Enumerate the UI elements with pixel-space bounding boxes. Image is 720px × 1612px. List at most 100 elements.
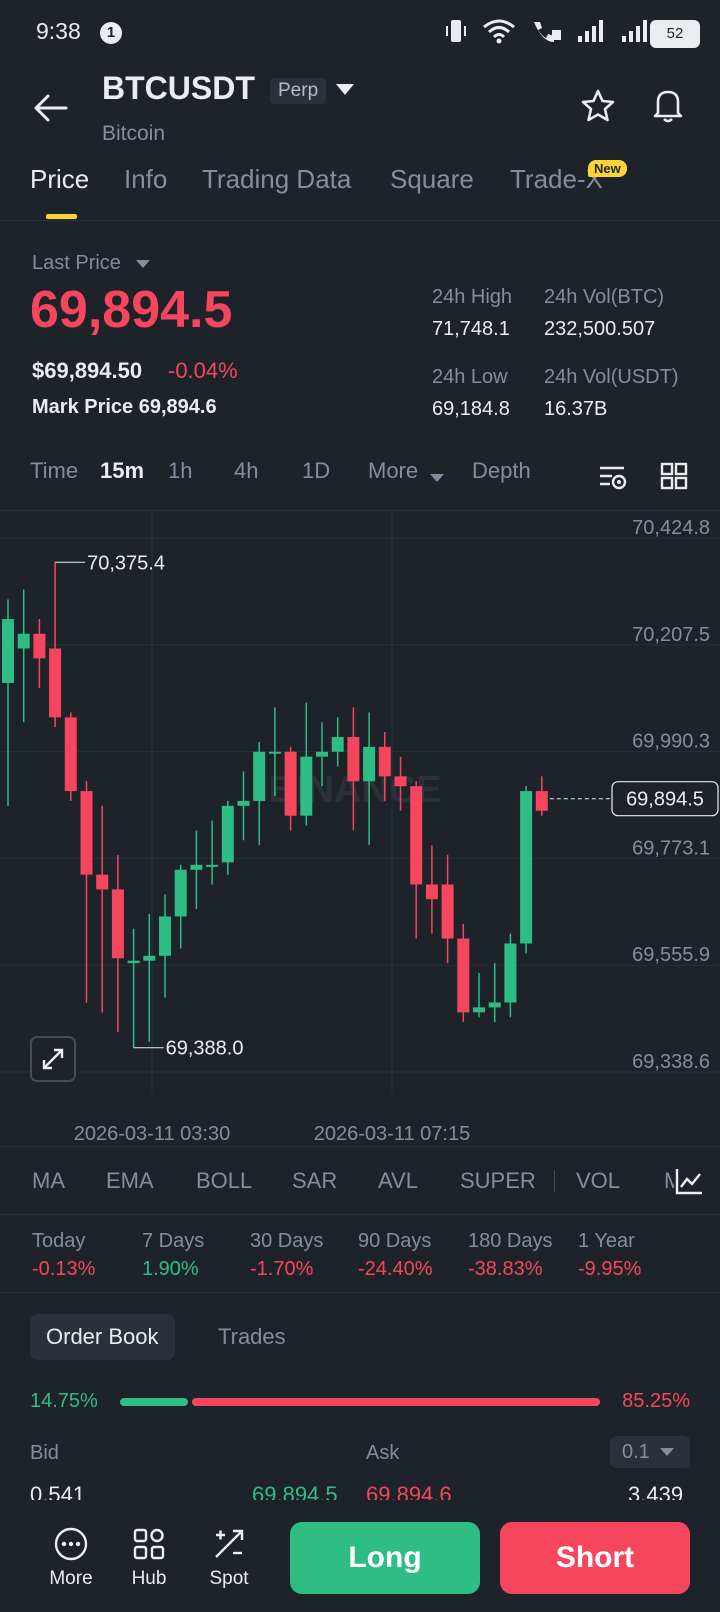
last-price-label[interactable]: Last Price bbox=[32, 252, 121, 274]
expand-icon[interactable] bbox=[30, 1036, 76, 1082]
perf-value: 1.90% bbox=[142, 1258, 199, 1280]
tab-info[interactable]: Info bbox=[124, 164, 168, 194]
bottom-action-bar: More Hub Spot Long Short bbox=[0, 1500, 720, 1612]
interval-1d[interactable]: 1D bbox=[302, 458, 331, 483]
status-bar: 9:38 1 52 bbox=[0, 0, 720, 64]
precision-dropdown-icon[interactable] bbox=[660, 1448, 674, 1456]
perf-label: Today bbox=[32, 1230, 86, 1252]
indicator-ma[interactable]: MA bbox=[32, 1168, 65, 1193]
interval-more[interactable]: More bbox=[368, 458, 419, 483]
candle-body bbox=[206, 864, 219, 867]
bid-ratio-bar bbox=[120, 1398, 188, 1406]
high-marker-label: 70,375.4 bbox=[87, 552, 165, 574]
divider bbox=[0, 1292, 720, 1293]
tab-order-book[interactable]: Order Book bbox=[30, 1314, 175, 1360]
spot-swap-icon bbox=[215, 1529, 244, 1558]
vol-usdt-label: 24h Vol(USDT) bbox=[544, 366, 679, 388]
new-badge: New bbox=[588, 160, 627, 177]
perf-label: 7 Days bbox=[142, 1230, 205, 1252]
indicator-ema[interactable]: EMA bbox=[106, 1168, 154, 1193]
indicator-boll[interactable]: BOLL bbox=[196, 1168, 253, 1193]
short-button[interactable]: Short bbox=[500, 1522, 690, 1594]
low-marker-label: 69,388.0 bbox=[166, 1038, 244, 1060]
usd-price: $69,894.50 bbox=[32, 358, 143, 383]
divider bbox=[0, 510, 720, 511]
low-value: 69,184.8 bbox=[432, 398, 510, 420]
tab-trading-data[interactable]: Trading Data bbox=[202, 164, 352, 194]
indicator-macd[interactable]: M bbox=[664, 1168, 674, 1193]
spot-button[interactable]: Spot bbox=[194, 1526, 264, 1590]
candle-body bbox=[80, 791, 93, 875]
interval-bar: Time 15m 1h 4h 1D More Depth bbox=[0, 450, 720, 500]
alert-bell-icon[interactable] bbox=[650, 86, 686, 124]
indicator-settings-icon[interactable] bbox=[674, 1166, 704, 1196]
depth-tab[interactable]: Depth bbox=[472, 458, 531, 483]
signal-icon-2 bbox=[622, 20, 647, 42]
battery-icon: 52 bbox=[650, 20, 700, 48]
x-axis-labels: 2026-03-11 03:30 2026-03-11 07:15 bbox=[74, 1123, 470, 1145]
candle-body bbox=[520, 791, 533, 944]
ask-ratio: 85.25% bbox=[622, 1390, 690, 1412]
pair-dropdown-icon[interactable] bbox=[336, 84, 354, 95]
candle-body bbox=[96, 874, 109, 890]
candle-body bbox=[49, 648, 62, 718]
interval-1h[interactable]: 1h bbox=[168, 458, 193, 483]
price-chart[interactable]: BINANCE 70,424.8 70,207.5 69,990.3 69,773.1… bbox=[0, 510, 720, 1145]
active-tab-indicator bbox=[46, 214, 77, 219]
candle-body bbox=[378, 746, 391, 777]
signal-icon-1 bbox=[578, 20, 603, 42]
indicator-avl[interactable]: AVL bbox=[378, 1168, 418, 1193]
last-price-dropdown-icon[interactable] bbox=[136, 260, 150, 268]
back-arrow-icon[interactable] bbox=[30, 88, 70, 128]
price-change: -0.04% bbox=[168, 358, 238, 383]
call-icon bbox=[534, 22, 561, 42]
vibrate-icon bbox=[446, 20, 466, 42]
indicator-vol[interactable]: VOL bbox=[576, 1168, 621, 1193]
tab-square[interactable]: Square bbox=[390, 164, 474, 194]
high-label: 24h High bbox=[432, 286, 513, 308]
candle-body bbox=[347, 737, 360, 782]
indicator-sar[interactable]: SAR bbox=[292, 1168, 338, 1193]
divider bbox=[0, 1146, 720, 1147]
y-tick-label: 69,555.9 bbox=[632, 944, 710, 966]
chart-settings-icon[interactable] bbox=[598, 462, 628, 492]
low-label: 24h Low bbox=[432, 366, 508, 388]
x-tick-label: 2026-03-11 03:30 bbox=[74, 1123, 230, 1145]
mark-price-row: Mark Price 69,894.6 bbox=[32, 396, 217, 419]
hub-label: Hub bbox=[131, 1568, 167, 1589]
tab-price[interactable]: Price bbox=[30, 164, 90, 194]
layout-grid-icon[interactable] bbox=[660, 462, 688, 490]
perf-value: -24.40% bbox=[358, 1258, 433, 1280]
indicator-super[interactable]: SUPER bbox=[460, 1168, 536, 1193]
ask-ratio-bar bbox=[192, 1398, 600, 1406]
more-dropdown-icon[interactable] bbox=[430, 474, 444, 482]
perf-value: -38.83% bbox=[468, 1258, 543, 1280]
candles bbox=[2, 562, 548, 1048]
favorite-star-icon[interactable] bbox=[580, 88, 616, 124]
interval-4h[interactable]: 4h bbox=[234, 458, 259, 483]
long-button[interactable]: Long bbox=[290, 1522, 480, 1594]
pair-symbol[interactable]: BTCUSDT bbox=[102, 70, 255, 106]
candle-body bbox=[316, 751, 328, 757]
interval-time[interactable]: Time bbox=[30, 458, 79, 483]
pair-name: Bitcoin bbox=[102, 122, 166, 145]
candlestick-chart[interactable]: BINANCE 70,424.870,207.569,990.369,773.1… bbox=[0, 510, 720, 1150]
interval-15m[interactable]: 15m bbox=[100, 458, 145, 483]
precision-select[interactable]: 0.1 bbox=[610, 1436, 690, 1468]
candle-body bbox=[64, 717, 77, 792]
indicator-bar: MA EMA BOLL SAR AVL SUPER VOL M bbox=[0, 1168, 720, 1218]
hub-button[interactable]: Hub bbox=[114, 1526, 184, 1590]
tab-trade-x[interactable]: Trade-X bbox=[510, 164, 603, 194]
tab-trades[interactable]: Trades bbox=[218, 1324, 286, 1349]
candle-body bbox=[457, 938, 470, 1013]
candle-body bbox=[535, 791, 548, 811]
status-time: 9:38 bbox=[36, 18, 81, 44]
perf-label: 180 Days bbox=[468, 1230, 553, 1252]
more-button[interactable]: More bbox=[36, 1526, 106, 1590]
candle-body bbox=[174, 869, 187, 917]
wifi-icon bbox=[483, 19, 515, 44]
candle-body bbox=[33, 633, 46, 659]
chart-markers: 70,375.4 69,388.0 69,894.5 bbox=[55, 552, 719, 1060]
high-value: 71,748.1 bbox=[432, 318, 510, 340]
chart-grid bbox=[0, 510, 720, 1092]
